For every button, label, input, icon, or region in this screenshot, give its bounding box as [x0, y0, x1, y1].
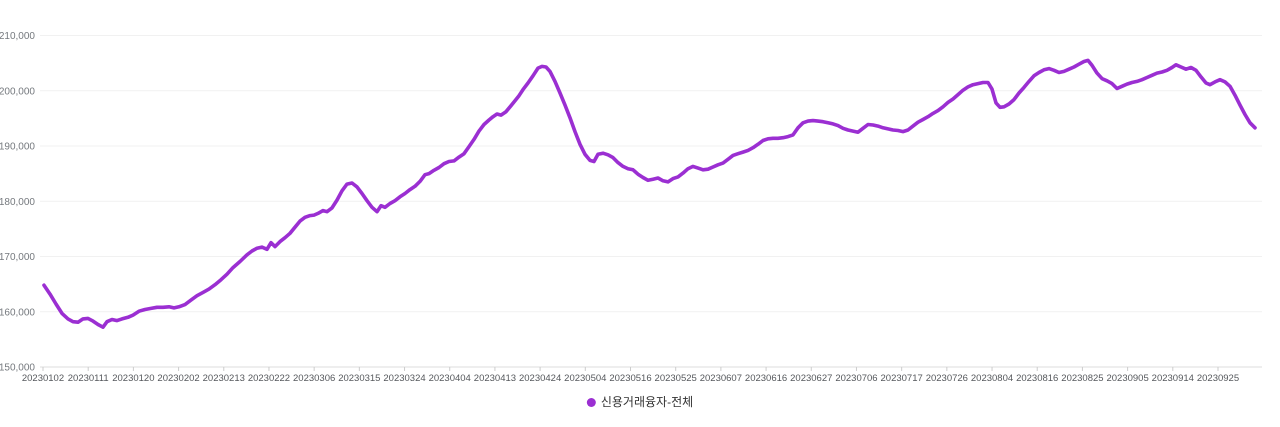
legend-label: 신용거래융자-전체 — [600, 395, 694, 409]
x-axis-tick-label: 20230315 — [338, 373, 380, 384]
x-axis-tick-label: 20230816 — [1016, 373, 1058, 384]
x-axis-tick-label: 20230120 — [112, 373, 154, 384]
x-axis-tick-label: 20230627 — [790, 373, 832, 384]
series-line — [42, 58, 1257, 330]
x-axis-tick-label: 20230222 — [248, 373, 290, 384]
y-axis-tick-label: 180,000 — [0, 197, 35, 208]
x-axis-tick-label: 20230111 — [68, 373, 109, 384]
x-axis-tick-label: 20230516 — [609, 373, 651, 384]
y-axis-tick-label: 210,000 — [0, 31, 35, 42]
x-axis-tick-label: 20230525 — [655, 373, 697, 384]
y-axis-tick-label: 150,000 — [0, 363, 35, 374]
y-axis-tick-label: 200,000 — [0, 86, 35, 97]
x-axis-tick-label: 20230306 — [293, 373, 335, 384]
x-axis-tick-label: 20230324 — [383, 373, 425, 384]
x-axis-tick-label: 20230905 — [1106, 373, 1148, 384]
x-axis-tick-label: 20230504 — [564, 373, 606, 384]
x-axis-tick-label: 20230616 — [745, 373, 787, 384]
y-axis-tick-label: 170,000 — [0, 252, 35, 263]
x-axis-tick-label: 20230413 — [474, 373, 516, 384]
x-axis-tick-label: 20230706 — [835, 373, 877, 384]
x-axis-tick-label: 20230726 — [926, 373, 968, 384]
y-axis-tick-label: 160,000 — [0, 307, 35, 318]
x-axis-tick-label: 20230717 — [881, 373, 923, 384]
legend-marker-icon — [586, 398, 596, 407]
x-axis-tick-label: 20230914 — [1152, 373, 1194, 384]
x-axis-tick-label: 20230925 — [1197, 373, 1239, 384]
y-axis-tick-label: 190,000 — [0, 142, 35, 153]
x-axis-tick-label: 20230202 — [157, 373, 199, 384]
x-axis-tick-label: 20230804 — [971, 373, 1013, 384]
x-axis-tick-label: 20230404 — [429, 373, 471, 384]
x-axis-tick-label: 20230424 — [519, 373, 561, 384]
x-axis-tick-label: 20230213 — [203, 373, 245, 384]
x-axis-tick-label: 20230825 — [1061, 373, 1103, 384]
x-axis-tick-label: 20230607 — [700, 373, 742, 384]
x-axis-tick-label: 20230102 — [22, 373, 64, 384]
legend-item[interactable]: 신용거래융자-전체 — [586, 395, 694, 409]
